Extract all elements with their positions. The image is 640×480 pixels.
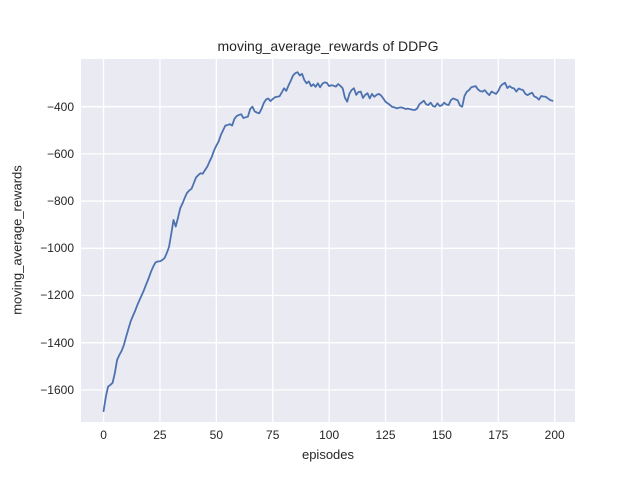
x-tick-label: 175	[488, 428, 509, 442]
x-tick-label: 0	[100, 428, 107, 442]
y-tick-label: −1200	[40, 288, 74, 303]
line-chart	[81, 59, 575, 422]
x-tick-label: 50	[209, 428, 224, 442]
x-axis-label: episodes	[301, 447, 355, 462]
x-tick-label: 200	[544, 428, 565, 442]
x-tick-label: 25	[153, 428, 167, 442]
x-tick-label: 150	[431, 428, 452, 442]
x-tick-label: 100	[319, 428, 340, 442]
y-tick-label: −1000	[40, 241, 74, 256]
chart-title: moving_average_rewards of DDPG	[217, 38, 439, 54]
y-tick-label: −600	[46, 146, 74, 161]
x-tick-label: 125	[375, 428, 396, 442]
y-tick-label: −1600	[40, 382, 74, 397]
data-series-line	[102, 71, 554, 413]
y-tick-label: −400	[46, 99, 74, 114]
y-tick-label: −1400	[40, 335, 74, 350]
plot-area	[81, 59, 575, 422]
x-tick-label: 75	[266, 428, 280, 442]
y-tick-label: −800	[46, 194, 74, 209]
